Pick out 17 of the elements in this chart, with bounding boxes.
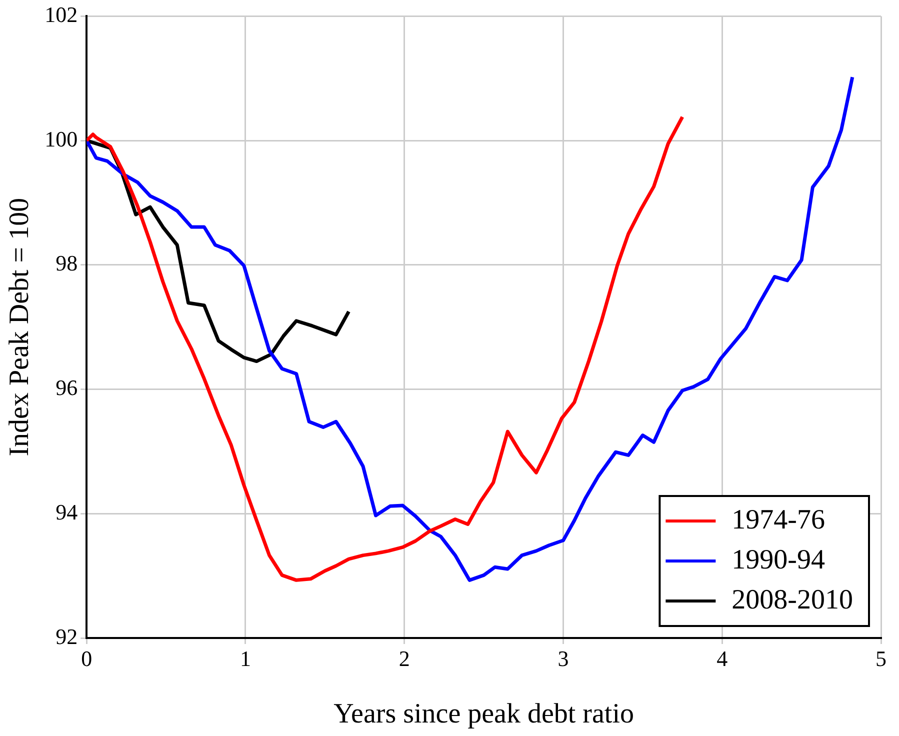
x-tick-label: 2	[398, 646, 410, 671]
y-tick-label: 98	[56, 250, 78, 276]
x-tick-label: 0	[81, 646, 92, 671]
legend-label: 2008-2010	[732, 584, 854, 616]
x-axis-title: Years since peak debt ratio	[334, 698, 634, 730]
y-tick-label: 100	[44, 126, 78, 152]
y-tick-label: 102	[44, 2, 78, 27]
y-axis-title: Index Peak Debt = 100	[4, 198, 36, 456]
legend-label: 1990-94	[732, 544, 826, 576]
legend-label: 1974-76	[732, 504, 826, 536]
x-tick-label: 4	[716, 646, 728, 671]
y-tick-label: 92	[56, 624, 78, 649]
x-tick-label: 3	[558, 646, 569, 671]
y-tick-label: 94	[56, 499, 78, 524]
x-tick-label: 5	[876, 646, 886, 671]
x-tick-label: 1	[240, 646, 251, 671]
y-tick-label: 96	[56, 375, 78, 400]
